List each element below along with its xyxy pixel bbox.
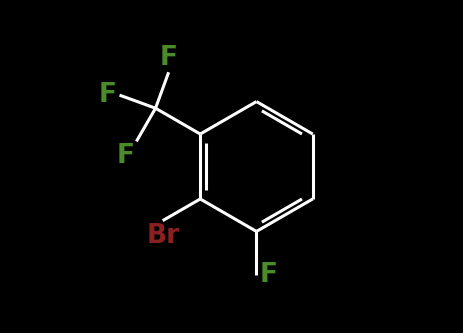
Text: F: F: [260, 262, 278, 288]
Text: F: F: [99, 82, 117, 108]
Text: Br: Br: [146, 223, 179, 249]
Text: F: F: [117, 143, 135, 169]
Text: F: F: [160, 45, 178, 71]
